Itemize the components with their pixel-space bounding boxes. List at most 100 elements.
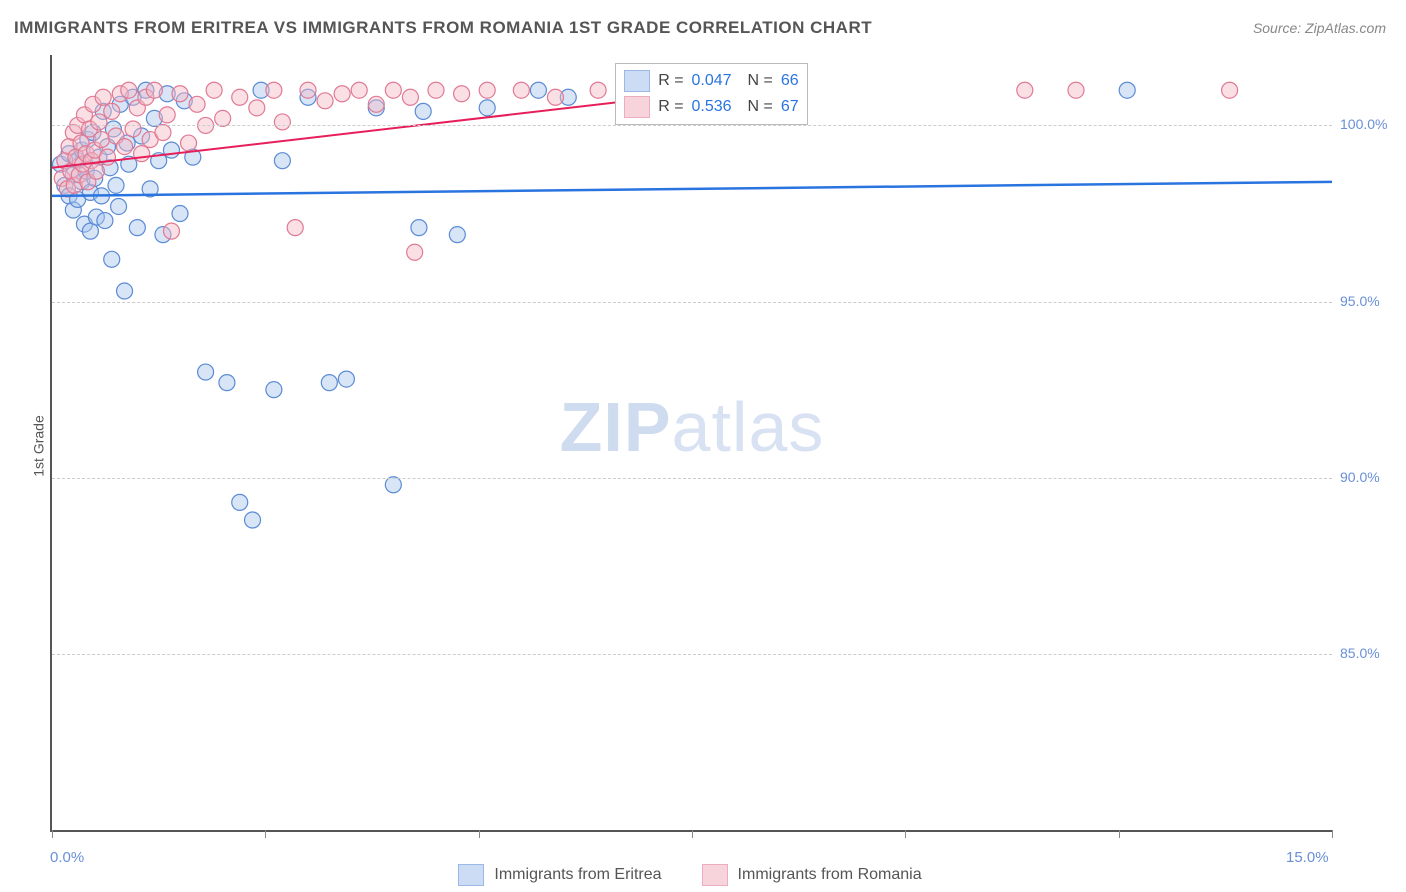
data-point [249,100,265,116]
x-tick [1332,830,1333,838]
data-point [300,82,316,98]
data-point [479,100,495,116]
legend-row: R = 0.047 N = 66 [624,68,798,94]
data-point [454,86,470,102]
gridline [52,654,1332,655]
data-point [274,114,290,130]
r-value: 0.536 [692,98,740,116]
data-point [108,177,124,193]
data-point [334,86,350,102]
data-point [172,206,188,222]
data-point [368,96,384,112]
data-point [111,198,127,214]
scatter-svg [52,55,1332,830]
data-point [317,93,333,109]
legend-label: Immigrants from Romania [738,866,922,884]
x-tick [265,830,266,838]
r-value: 0.047 [692,72,740,90]
n-value: 66 [781,72,799,90]
data-point [449,227,465,243]
trend-line [52,182,1332,196]
data-point [1068,82,1084,98]
y-tick-label: 90.0% [1340,469,1400,485]
data-point [415,103,431,119]
data-point [172,86,188,102]
data-point [513,82,529,98]
data-point [129,220,145,236]
gridline [52,302,1332,303]
data-point [266,82,282,98]
data-point [351,82,367,98]
data-point [97,213,113,229]
x-tick [692,830,693,838]
data-point [93,132,109,148]
source-attribution: Source: ZipAtlas.com [1253,20,1386,36]
x-tick [479,830,480,838]
y-tick-label: 95.0% [1340,293,1400,309]
data-point [155,125,171,141]
data-point [266,382,282,398]
data-point [590,82,606,98]
data-point [215,110,231,126]
y-tick-label: 85.0% [1340,645,1400,661]
x-tick [905,830,906,838]
data-point [163,223,179,239]
data-point [95,89,111,105]
data-point [274,153,290,169]
data-point [189,96,205,112]
data-point [146,82,162,98]
x-tick [1119,830,1120,838]
data-point [321,375,337,391]
legend-item: Immigrants from Romania [702,864,922,886]
correlation-legend: R = 0.047 N = 66 R = 0.536 N = 67 [615,63,807,125]
data-point [385,477,401,493]
data-point [1017,82,1033,98]
y-tick-label: 100.0% [1340,116,1400,132]
data-point [117,139,133,155]
data-point [121,82,137,98]
data-point [159,107,175,123]
legend-swatch [458,864,484,886]
data-point [1222,82,1238,98]
data-point [402,89,418,105]
series-legend: Immigrants from Eritrea Immigrants from R… [50,864,1330,886]
data-point [547,89,563,105]
data-point [125,121,141,137]
data-point [428,82,444,98]
data-point [117,283,133,299]
legend-swatch [624,96,650,118]
x-tick [52,830,53,838]
data-point [198,364,214,380]
data-point [245,512,261,528]
data-point [134,146,150,162]
legend-item: Immigrants from Eritrea [458,864,661,886]
legend-row: R = 0.536 N = 67 [624,94,798,120]
data-point [338,371,354,387]
data-point [1119,82,1135,98]
data-point [479,82,495,98]
gridline [52,125,1332,126]
data-point [219,375,235,391]
data-point [163,142,179,158]
data-point [407,244,423,260]
data-point [181,135,197,151]
data-point [385,82,401,98]
data-point [104,251,120,267]
data-point [232,494,248,510]
data-point [88,163,104,179]
data-point [104,103,120,119]
gridline [52,478,1332,479]
data-point [411,220,427,236]
data-point [232,89,248,105]
data-point [91,114,107,130]
data-point [287,220,303,236]
legend-label: Immigrants from Eritrea [494,866,661,884]
data-point [206,82,222,98]
data-point [530,82,546,98]
y-axis-label: 1st Grade [31,415,47,476]
chart-title: IMMIGRANTS FROM ERITREA VS IMMIGRANTS FR… [14,18,872,38]
legend-swatch [624,70,650,92]
plot-area: ZIPatlas R = 0.047 N = 66 R = 0.536 N = … [50,55,1332,832]
legend-swatch [702,864,728,886]
n-value: 67 [781,98,799,116]
